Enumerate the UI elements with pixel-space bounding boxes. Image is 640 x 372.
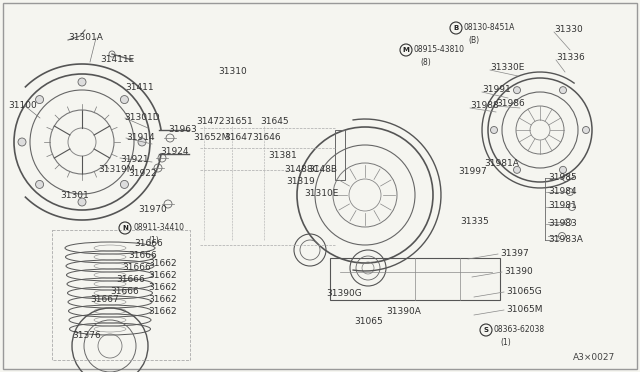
Text: 31983: 31983: [548, 219, 577, 228]
Text: 31472: 31472: [196, 118, 225, 126]
Text: M: M: [403, 47, 410, 53]
Text: 31981: 31981: [548, 202, 577, 211]
Text: B: B: [453, 25, 459, 31]
Text: 31647: 31647: [224, 134, 253, 142]
Text: 31924: 31924: [160, 148, 189, 157]
Text: 31985: 31985: [548, 173, 577, 183]
Text: 31488C: 31488C: [284, 166, 319, 174]
Text: 08363-62038: 08363-62038: [494, 326, 545, 334]
Text: 31662: 31662: [148, 295, 177, 305]
Text: 08911-34410: 08911-34410: [133, 224, 184, 232]
Text: 31983A: 31983A: [548, 235, 583, 244]
Circle shape: [513, 87, 520, 94]
Circle shape: [36, 96, 44, 103]
Circle shape: [120, 180, 129, 189]
Text: 08915-43810: 08915-43810: [414, 45, 465, 55]
Text: 31100: 31100: [8, 102, 36, 110]
Text: 31922: 31922: [128, 170, 157, 179]
Circle shape: [120, 96, 129, 103]
Text: 31662: 31662: [148, 283, 177, 292]
Text: 31651: 31651: [224, 118, 253, 126]
Text: 31330E: 31330E: [490, 64, 524, 73]
Text: (1): (1): [148, 235, 159, 244]
Text: 31666: 31666: [134, 240, 163, 248]
Bar: [52, 230, 190, 360]
Text: 31666: 31666: [110, 288, 139, 296]
Text: A3×0027: A3×0027: [573, 353, 615, 362]
Bar: [335, 130, 345, 180]
Text: 31662: 31662: [148, 272, 177, 280]
Text: 08130-8451A: 08130-8451A: [464, 23, 515, 32]
Text: 31397: 31397: [500, 250, 529, 259]
Text: 31970: 31970: [138, 205, 167, 215]
Text: 31390: 31390: [504, 267, 532, 276]
Text: (8): (8): [420, 58, 431, 67]
Text: 31411: 31411: [125, 83, 154, 93]
Text: 31390G: 31390G: [326, 289, 362, 298]
Text: 31662: 31662: [148, 260, 177, 269]
Circle shape: [78, 78, 86, 86]
Text: 31991: 31991: [482, 86, 511, 94]
Text: 31301D: 31301D: [124, 113, 159, 122]
Circle shape: [559, 166, 566, 173]
Circle shape: [36, 180, 44, 189]
Text: 31921: 31921: [120, 155, 148, 164]
Text: 31310: 31310: [218, 67, 247, 77]
Text: 31411E: 31411E: [100, 55, 134, 64]
Text: 31336: 31336: [556, 54, 585, 62]
Text: 31666: 31666: [128, 251, 157, 260]
Text: (B): (B): [468, 35, 479, 45]
Text: 31301: 31301: [60, 192, 89, 201]
Text: 31381: 31381: [268, 151, 297, 160]
Text: 31986: 31986: [496, 99, 525, 109]
Text: 31666: 31666: [116, 276, 145, 285]
Text: N: N: [122, 225, 128, 231]
Text: 31662: 31662: [148, 308, 177, 317]
Text: 31963: 31963: [168, 125, 196, 135]
Circle shape: [78, 198, 86, 206]
Text: 31065: 31065: [354, 317, 383, 327]
Text: 31988: 31988: [470, 102, 499, 110]
Text: 31319M: 31319M: [98, 166, 134, 174]
Circle shape: [490, 126, 497, 134]
Text: 31390A: 31390A: [386, 308, 421, 317]
Circle shape: [582, 126, 589, 134]
Circle shape: [559, 87, 566, 94]
Text: 3148B: 3148B: [308, 166, 337, 174]
Text: 31667: 31667: [90, 295, 119, 305]
Text: 31984: 31984: [548, 187, 577, 196]
Text: 31330: 31330: [554, 26, 583, 35]
Circle shape: [513, 166, 520, 173]
Text: 31319: 31319: [286, 177, 315, 186]
Circle shape: [138, 138, 146, 146]
Text: 31997: 31997: [458, 167, 487, 176]
Text: 31335: 31335: [460, 218, 489, 227]
Text: (1): (1): [500, 337, 511, 346]
Circle shape: [18, 138, 26, 146]
Text: 31666: 31666: [122, 263, 151, 273]
Text: 31652M: 31652M: [193, 134, 229, 142]
Text: 31065G: 31065G: [506, 288, 541, 296]
Text: 31646: 31646: [252, 134, 280, 142]
Text: 31981A: 31981A: [484, 160, 519, 169]
Text: 31376: 31376: [72, 331, 100, 340]
Text: 31301A: 31301A: [68, 33, 103, 42]
Text: S: S: [483, 327, 488, 333]
Text: 31914: 31914: [126, 134, 155, 142]
Text: 31645: 31645: [260, 118, 289, 126]
Text: 31310E: 31310E: [304, 189, 339, 199]
Text: 31065M: 31065M: [506, 305, 543, 314]
